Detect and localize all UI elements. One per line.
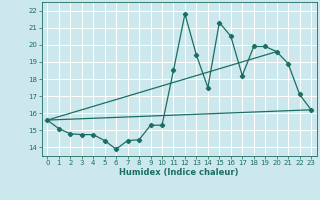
X-axis label: Humidex (Indice chaleur): Humidex (Indice chaleur) [119,168,239,177]
